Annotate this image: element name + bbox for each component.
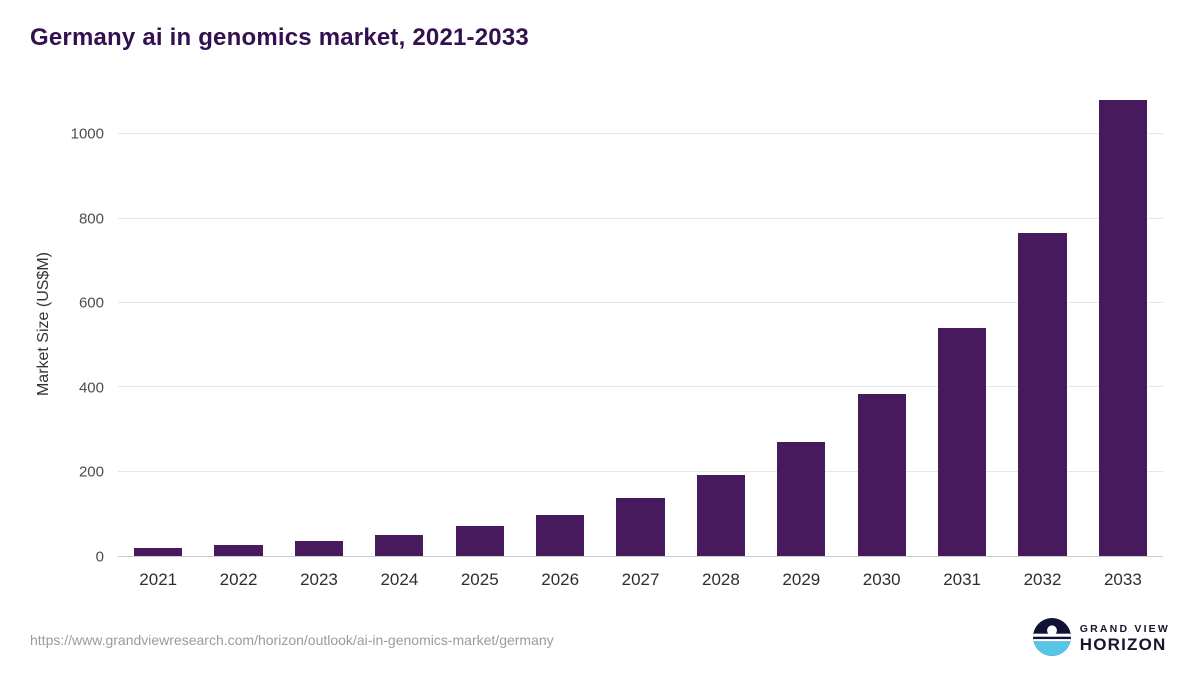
x-tick-label: 2033 [1103, 570, 1142, 589]
x-tick-label: 2026 [541, 570, 580, 589]
x-tick-label: 2025 [460, 570, 499, 589]
y-tick-label: 0 [95, 548, 104, 566]
x-tick-label: 2023 [300, 570, 338, 589]
y-axis-ticks: 0 200 400 600 800 1000 [60, 92, 118, 566]
gridline [118, 133, 1163, 135]
bar-slot [198, 92, 278, 556]
grand-view-horizon-logo-icon [1032, 618, 1071, 661]
bar-2023 [294, 540, 344, 556]
bar-chart: Market Size (US$M) 0 200 400 600 800 1000 202… [28, 92, 1163, 597]
bar-2024 [375, 534, 424, 556]
bar-2022 [214, 545, 263, 556]
bars-container [118, 92, 1163, 556]
bar-2025 [455, 526, 504, 556]
y-tick-label: 600 [78, 294, 104, 312]
plot-area [118, 92, 1163, 557]
brand-text: GRAND VIEW HORIZON [1080, 624, 1170, 654]
bar-2029 [777, 441, 826, 556]
x-tick-label: 2024 [380, 570, 419, 589]
gridline [118, 470, 1163, 472]
y-tick-label: 1000 [70, 125, 104, 143]
bar-slot [761, 92, 841, 556]
y-tick-label: 200 [78, 463, 104, 481]
brand-lockup: GRAND VIEW HORIZON [1032, 618, 1170, 661]
bar-slot [600, 92, 680, 556]
brand-name-bottom: HORIZON [1079, 634, 1167, 654]
bar-2030 [857, 394, 906, 556]
bar-2026 [536, 514, 585, 556]
x-tick-label: 2021 [139, 570, 178, 589]
gridline [118, 301, 1163, 303]
source-url: https://www.grandviewresearch.com/horizo… [30, 631, 554, 648]
bar-slot [440, 92, 520, 556]
bar-slot [842, 92, 922, 556]
gridline [118, 386, 1163, 388]
chart-title: Germany ai in genomics market, 2021-2033 [30, 24, 529, 51]
x-axis-labels: 2021 2022 2023 2024 2025 2026 2027 2028 2029 2030… [118, 557, 1163, 597]
x-tick-label: 2030 [862, 570, 901, 589]
y-tick-label: 800 [78, 210, 104, 228]
x-tick-label: 2029 [782, 570, 821, 589]
y-axis-label-cell: Market Size (US$M) [28, 92, 60, 557]
y-tick-label: 400 [78, 379, 104, 397]
x-tick-label: 2031 [943, 570, 982, 589]
bar-slot [118, 92, 198, 556]
x-tick-label: 2022 [219, 570, 258, 589]
bar-slot [279, 92, 359, 556]
bar-2032 [1018, 233, 1067, 556]
bar-slot [520, 92, 600, 556]
x-tick-label: 2027 [621, 570, 660, 589]
y-axis-label: Market Size (US$M) [35, 252, 52, 397]
x-tick-label: 2028 [702, 570, 740, 589]
bar-slot [1083, 92, 1163, 556]
bar-2033 [1098, 99, 1147, 556]
bar-slot [359, 92, 439, 556]
bar-slot [1002, 92, 1082, 556]
footer: https://www.grandviewresearch.com/horizo… [30, 618, 1170, 661]
bar-slot [922, 92, 1002, 556]
bar-2031 [937, 328, 987, 556]
bar-2027 [616, 498, 665, 556]
bar-slot [681, 92, 761, 556]
bar-2028 [696, 475, 746, 556]
gridline [118, 217, 1163, 219]
x-tick-label: 2032 [1023, 570, 1062, 589]
bar-2021 [134, 548, 183, 556]
brand-name-top: GRAND VIEW [1079, 623, 1170, 636]
